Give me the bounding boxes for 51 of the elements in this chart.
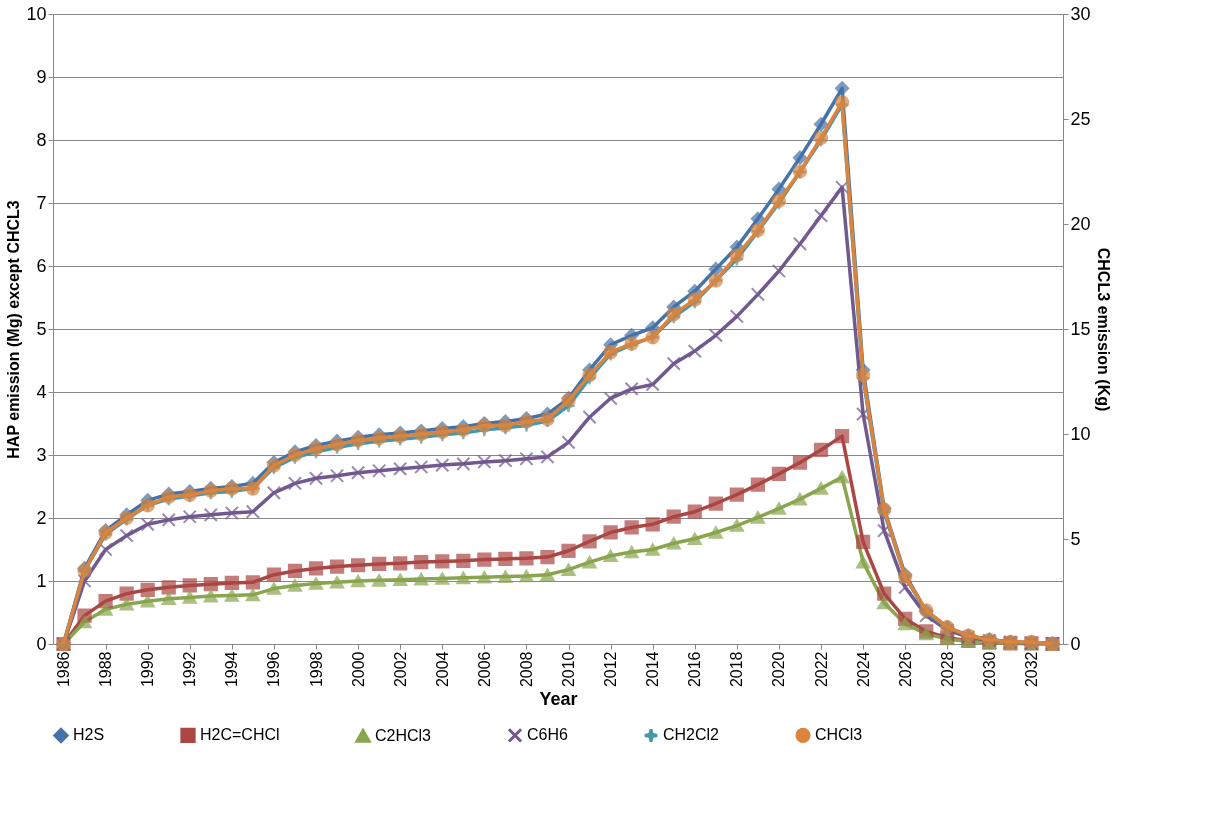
y-axis-title: HAP emission (Mg) except CHCL3 xyxy=(5,200,23,459)
y2-tick-label: 30 xyxy=(1070,3,1091,24)
x-tick-label: 2032 xyxy=(1022,651,1040,688)
legend-label: CHCl3 xyxy=(815,726,863,744)
x-tick-label: 2020 xyxy=(770,651,788,688)
y-tick-label: 3 xyxy=(36,444,47,465)
legend-label: C2HCl3 xyxy=(375,726,432,744)
x-tick-label: 2012 xyxy=(602,651,620,688)
y2-tick-label: 20 xyxy=(1070,213,1091,234)
y-tick-label: 6 xyxy=(36,255,47,276)
y-tick-label: 7 xyxy=(36,192,47,213)
y2-tick-label: 15 xyxy=(1070,318,1091,339)
x-tick-label: 2006 xyxy=(475,651,493,688)
x-tick-label: 2030 xyxy=(980,651,998,688)
y-tick-label: 0 xyxy=(36,633,47,654)
x-tick-label: 1988 xyxy=(97,651,115,688)
x-tick-label: 1994 xyxy=(223,651,241,688)
x-tick-label: 2016 xyxy=(686,651,704,688)
x-axis-title: Year xyxy=(539,689,578,710)
legend-label: C6H6 xyxy=(527,726,569,744)
legend-label: H2S xyxy=(73,726,105,744)
y2-tick-label: 0 xyxy=(1070,633,1081,654)
y2-axis-title: CHCL3 emission (Kg) xyxy=(1094,247,1112,412)
x-tick-label: 2028 xyxy=(938,651,956,688)
x-tick-label: 2010 xyxy=(560,651,578,688)
x-tick-label: 2018 xyxy=(728,651,746,688)
x-tick-label: 1998 xyxy=(307,651,325,688)
x-tick-label: 2014 xyxy=(644,651,662,688)
x-tick-label: 2004 xyxy=(433,651,451,688)
y-tick-label: 1 xyxy=(36,570,47,591)
x-tick-label: 1990 xyxy=(139,651,157,688)
x-tick-label: 1986 xyxy=(55,651,73,688)
x-tick-label: 1996 xyxy=(265,651,283,688)
x-tick-label: 1992 xyxy=(181,651,199,688)
legend-label: CH2Cl2 xyxy=(663,726,720,744)
y2-tick-label: 10 xyxy=(1070,423,1091,444)
y-tick-label: 2 xyxy=(36,507,47,528)
x-tick-label: 2026 xyxy=(896,651,914,688)
x-tick-label: 2000 xyxy=(349,651,367,688)
legend-label: H2C=CHCl xyxy=(200,726,280,744)
y2-tick-label: 25 xyxy=(1070,108,1091,129)
x-tick-label: 2008 xyxy=(517,651,535,688)
y-tick-label: 4 xyxy=(36,381,47,402)
y-tick-label: 9 xyxy=(36,66,47,87)
x-tick-label: 2002 xyxy=(391,651,409,688)
y2-tick-label: 5 xyxy=(1070,528,1081,549)
x-tick-label: 2022 xyxy=(812,651,830,688)
y-tick-label: 5 xyxy=(36,318,47,339)
y-tick-label: 8 xyxy=(36,129,47,150)
y-tick-label: 10 xyxy=(26,3,47,24)
x-tick-label: 2024 xyxy=(854,651,872,688)
